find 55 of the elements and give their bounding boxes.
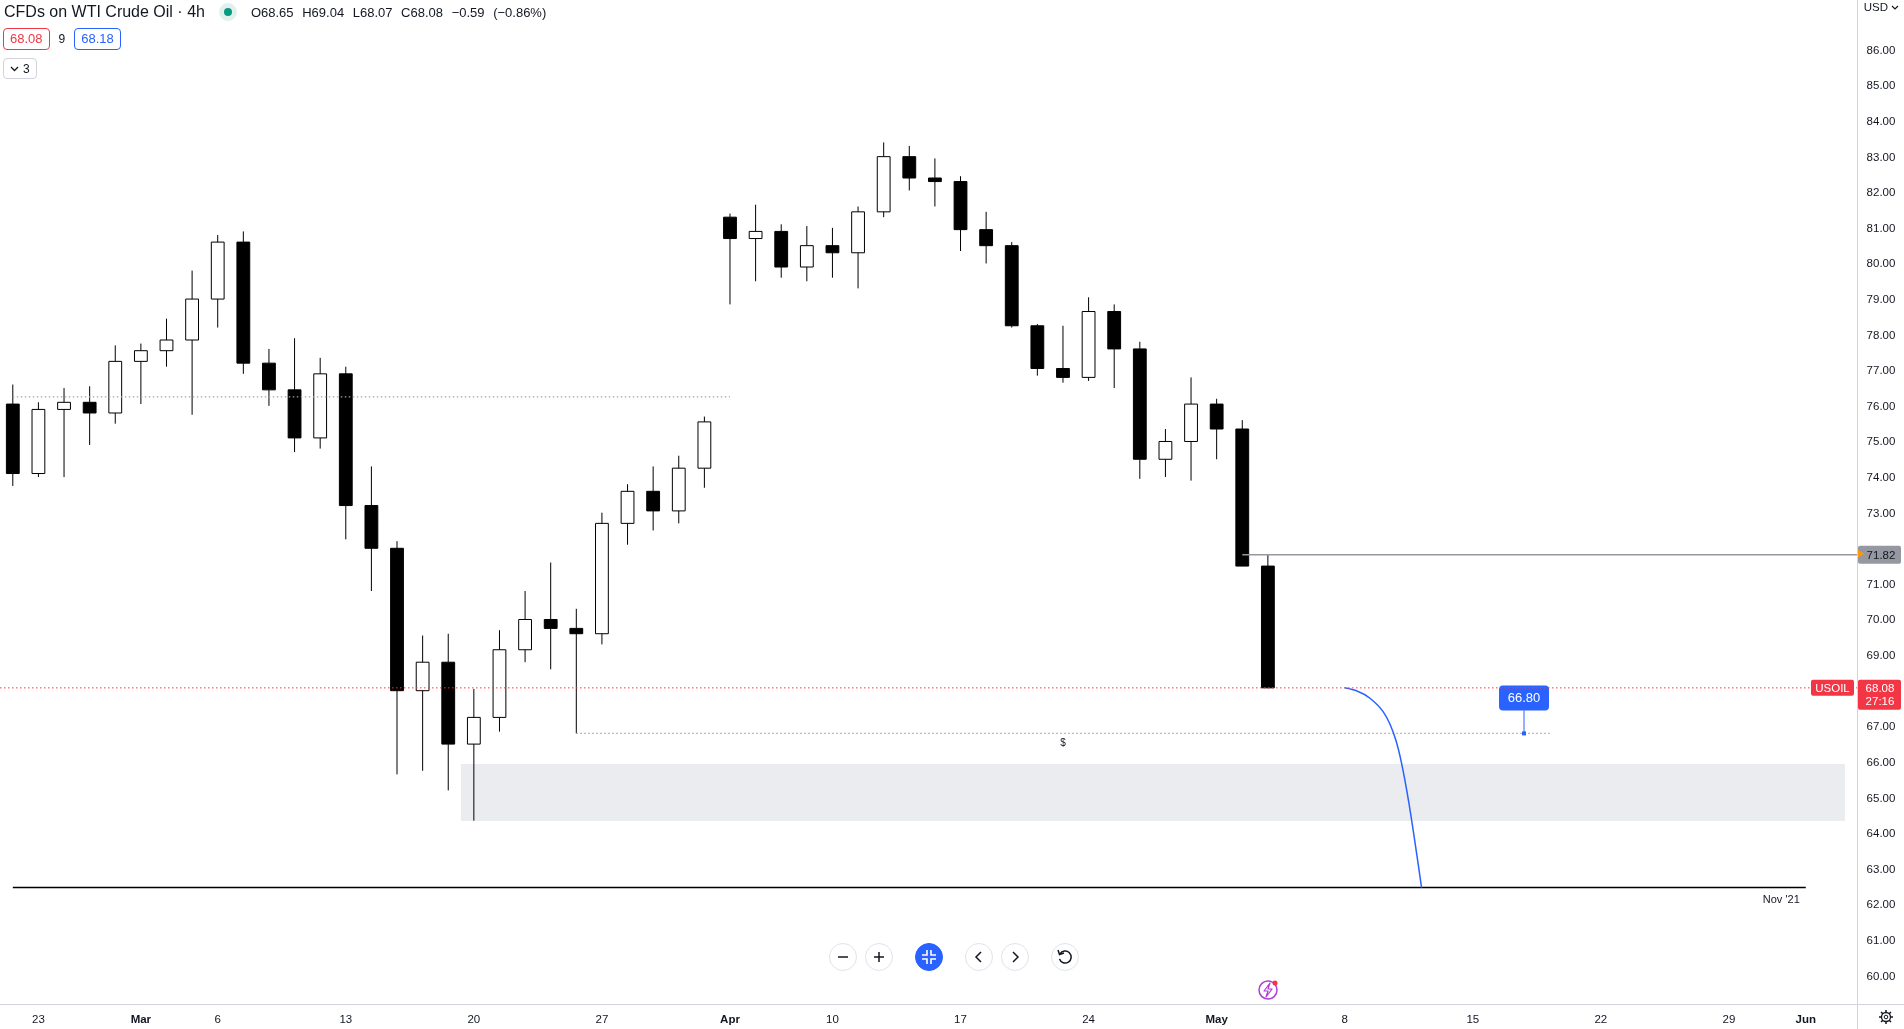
y-tick-label: 69.00 <box>1866 649 1896 662</box>
x-tick-label: 29 <box>1722 1013 1736 1025</box>
y-tick-label: 85.00 <box>1866 79 1896 92</box>
x-tick-label: 20 <box>467 1013 481 1025</box>
y-tick-label: 62.00 <box>1866 898 1896 911</box>
y-tick-label: 78.00 <box>1866 328 1896 341</box>
y-tick-label: 71.00 <box>1866 577 1896 590</box>
y-tick-label: 81.00 <box>1866 221 1896 234</box>
y-tick-label: 74.00 <box>1866 471 1896 484</box>
chart-subtitle: O68.65 H69.04 L68.07 C68.08 −0.59 (−0.86%) <box>250 4 547 20</box>
y-tick-label: 77.00 <box>1866 364 1896 377</box>
y-tick-label: 75.00 <box>1866 435 1896 448</box>
x-tick-label: 8 <box>1341 1013 1348 1025</box>
x-tick-label: 24 <box>1082 1013 1096 1025</box>
y-axis-title: USD <box>1863 1 1888 13</box>
annotation: 3 <box>23 61 30 76</box>
x-tick-label: 15 <box>1466 1013 1480 1025</box>
y-tick-label: 82.00 <box>1866 186 1896 199</box>
x-tick-label: Mar <box>130 1013 152 1025</box>
y-tick-label: 86.00 <box>1866 43 1896 56</box>
y-tick-label: 63.00 <box>1866 862 1896 875</box>
x-tick-label: 10 <box>826 1013 839 1025</box>
chart-title: CFDs on WTI Crude Oil · 4h <box>4 3 205 21</box>
x-tick-label: May <box>1205 1013 1229 1025</box>
y-tick-label: 79.00 <box>1866 293 1896 306</box>
text: 27:16 <box>1865 694 1895 707</box>
annotation: 9 <box>58 32 66 46</box>
x-tick-label: 6 <box>214 1013 221 1025</box>
y-tick-label: 67.00 <box>1866 720 1896 733</box>
y-tick-label: 64.00 <box>1866 827 1896 840</box>
x-tick-label: 17 <box>954 1013 967 1025</box>
x-tick-label: 13 <box>339 1013 353 1025</box>
series-label: Nov '21 <box>1762 892 1800 905</box>
y-tick-label: 83.00 <box>1866 150 1896 163</box>
data-label: 71.82 <box>1866 548 1896 561</box>
y-tick-label: 76.00 <box>1866 399 1896 412</box>
y-tick-label: 60.00 <box>1866 969 1896 982</box>
y-tick-label: 61.00 <box>1866 933 1896 946</box>
series-label: $ <box>1060 737 1067 749</box>
x-tick-label: Jun <box>1795 1013 1816 1025</box>
annotation: 68.18 <box>74 28 121 50</box>
y-tick-label: 65.00 <box>1866 791 1896 804</box>
ref-line-label: USOIL <box>1815 681 1851 694</box>
x-tick-label: 23 <box>32 1013 45 1025</box>
x-tick-label: 22 <box>1594 1013 1608 1025</box>
y-tick-label: 84.00 <box>1866 115 1896 128</box>
x-tick-label: Apr <box>720 1013 741 1025</box>
y-tick-label: 80.00 <box>1866 257 1896 270</box>
annotation: 68.08 <box>3 28 50 50</box>
x-tick-label: 27 <box>595 1013 609 1025</box>
y-tick-label: 70.00 <box>1866 613 1896 626</box>
data-label: 66.80 <box>1507 690 1541 706</box>
text: 68.08 <box>1865 681 1895 694</box>
y-tick-label: 66.00 <box>1866 755 1896 768</box>
y-tick-label: 73.00 <box>1866 506 1896 519</box>
